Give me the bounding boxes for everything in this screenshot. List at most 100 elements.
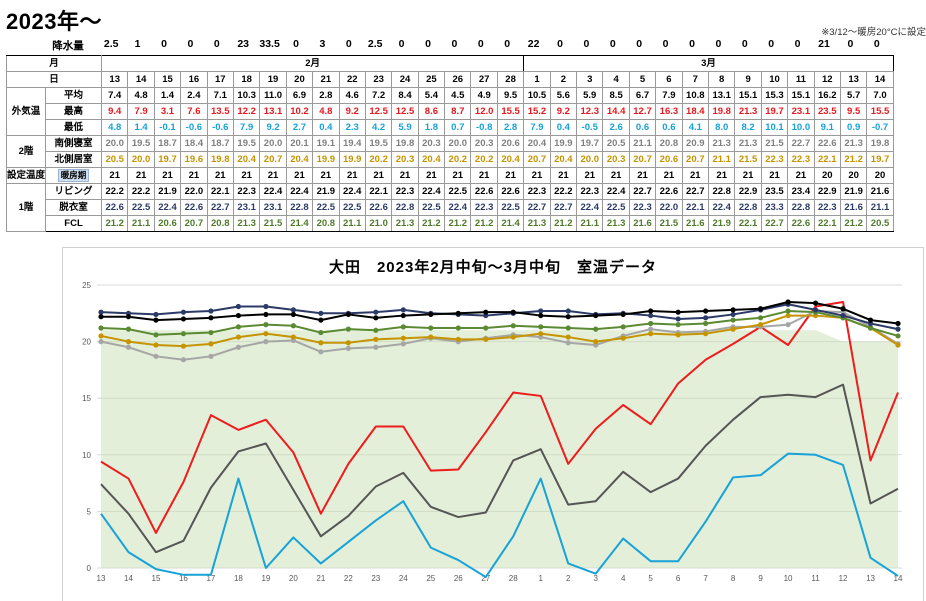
day-header: 13: [101, 71, 129, 88]
series-point-6: [867, 325, 874, 331]
day-header: 6: [655, 71, 683, 88]
value-cell: 23.1: [259, 199, 287, 216]
series-point-6: [180, 331, 187, 337]
series-line-7: [100, 303, 899, 331]
value-cell: 2.8: [312, 87, 340, 104]
value-cell: 20.3: [417, 135, 446, 152]
value-cell: 22.1: [734, 215, 762, 232]
series-point-6: [483, 325, 489, 331]
row-label: リビング: [45, 183, 103, 200]
group-label: 設定温度: [5, 167, 47, 184]
value-cell: 7.2: [364, 87, 393, 104]
series-point-8: [785, 299, 791, 305]
series-point-8: [125, 314, 132, 320]
precipitation-value: 2.5: [367, 38, 383, 50]
series-point-6: [318, 329, 324, 336]
precipitation-value: 0: [609, 38, 616, 50]
y-tick-label: 20: [82, 338, 91, 347]
series-point-8: [510, 309, 516, 315]
value-cell: 1.8: [417, 119, 446, 136]
x-tick-label: 8: [731, 574, 736, 583]
row-label: 最低: [45, 119, 103, 136]
series-point-5: [180, 343, 187, 349]
row-label: 南側寝室: [45, 135, 103, 152]
series-point-6: [675, 322, 681, 328]
precipitation-value: 0: [213, 38, 220, 50]
value-cell: 21: [523, 167, 551, 184]
value-cell: 20.4: [523, 135, 551, 152]
series-point-4: [125, 344, 132, 350]
value-cell: 19.9: [549, 135, 578, 152]
value-cell: 21.6: [866, 183, 894, 200]
series-point-5: [675, 332, 681, 338]
month-header: 3月: [523, 55, 894, 72]
y-tick-label: 0: [87, 564, 92, 573]
series-point-7: [235, 303, 242, 310]
x-tick-label: 19: [261, 574, 270, 583]
precipitation-value: 0: [768, 38, 775, 50]
day-header-label: 日: [5, 71, 103, 88]
value-cell: 13.1: [707, 87, 736, 104]
value-cell: 22.6: [180, 199, 208, 216]
value-cell: 21.5: [655, 215, 683, 232]
series-point-5: [290, 334, 296, 340]
value-cell: 22.5: [338, 199, 366, 216]
value-cell: 22.3: [232, 183, 261, 200]
value-cell: 13.5: [206, 103, 234, 120]
value-cell: 22.2: [101, 183, 129, 200]
value-cell: 21: [285, 167, 314, 184]
value-cell: 22.3: [787, 151, 815, 168]
series-point-7: [565, 308, 571, 314]
value-cell: 22.4: [153, 199, 182, 216]
day-header: 15: [153, 71, 182, 88]
value-cell: 20.0: [127, 151, 155, 168]
x-tick-label: 13: [97, 574, 106, 583]
precipitation-value: 33.5: [259, 38, 280, 50]
value-cell: 19.8: [866, 135, 894, 152]
value-cell: 20.4: [549, 151, 578, 168]
value-cell: 19.8: [391, 135, 419, 152]
day-header: 24: [391, 71, 419, 88]
value-cell: 10.0: [787, 119, 815, 136]
value-cell: 0.6: [655, 119, 683, 136]
precipitation-value: 0: [583, 38, 590, 50]
value-cell: 4.5: [444, 87, 472, 104]
value-cell: 22.5: [602, 199, 630, 216]
series-point-6: [620, 324, 626, 330]
series-point-8: [263, 311, 269, 318]
series-point-8: [703, 308, 709, 314]
value-cell: 21: [470, 167, 498, 184]
value-cell: 18.4: [180, 135, 208, 152]
value-cell: 22.7: [206, 199, 234, 216]
value-cell: 19.1: [312, 135, 340, 152]
value-cell: 22.4: [285, 183, 314, 200]
series-point-7: [840, 312, 846, 319]
x-tick-label: 11: [811, 574, 820, 583]
value-cell: 7.1: [206, 87, 234, 104]
day-header: 22: [338, 71, 366, 88]
value-cell: 2.4: [180, 87, 208, 104]
series-point-8: [153, 317, 159, 323]
precipitation-value: 0: [504, 38, 511, 50]
value-cell: 13.1: [259, 103, 287, 120]
value-cell: 21: [391, 167, 419, 184]
value-cell: 18.4: [681, 103, 710, 120]
series-line-8: [101, 300, 899, 325]
y-tick-label: 25: [82, 281, 91, 290]
value-cell: 21: [707, 167, 736, 184]
series-point-5: [593, 339, 599, 345]
series-point-6: [593, 326, 599, 332]
value-cell: 18.7: [206, 135, 234, 152]
series-point-5: [428, 334, 434, 340]
value-cell: 21.1: [338, 215, 366, 232]
value-cell: 20.3: [391, 151, 419, 168]
value-cell: 21.3: [734, 135, 762, 152]
value-cell: 20.7: [681, 151, 710, 168]
series-point-6: [400, 324, 406, 330]
x-tick-label: 17: [206, 574, 215, 583]
value-cell: 16.3: [655, 103, 683, 120]
value-cell: 21.6: [681, 215, 710, 232]
heating-setpoint-area: [101, 330, 898, 568]
value-cell: 19.5: [364, 135, 393, 152]
value-cell: 0.4: [312, 119, 340, 136]
